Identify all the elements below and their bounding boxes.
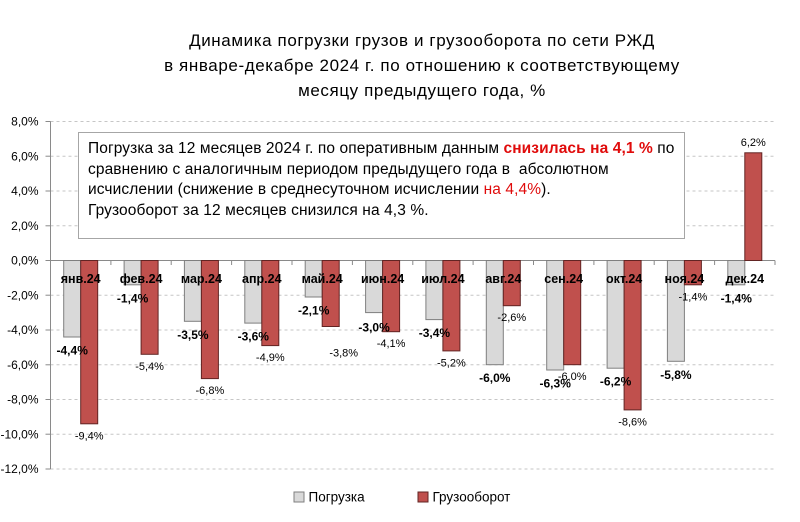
- svg-text:-6,0%: -6,0%: [479, 371, 511, 385]
- svg-text:-10,0%: -10,0%: [0, 427, 38, 441]
- svg-text:май.24: май.24: [302, 272, 343, 286]
- svg-text:ноя.24: ноя.24: [665, 272, 705, 286]
- svg-text:-1,4%: -1,4%: [117, 291, 149, 305]
- svg-text:-3,4%: -3,4%: [419, 326, 451, 340]
- svg-text:-4,1%: -4,1%: [377, 338, 406, 350]
- svg-text:фев.24: фев.24: [120, 272, 163, 286]
- svg-text:июл.24: июл.24: [421, 272, 464, 286]
- svg-text:-6,0%: -6,0%: [558, 371, 587, 383]
- svg-text:8,0%: 8,0%: [11, 115, 39, 129]
- svg-text:авг.24: авг.24: [485, 272, 521, 286]
- svg-text:-4,4%: -4,4%: [57, 343, 89, 357]
- svg-text:-6,3%: -6,3%: [540, 377, 572, 391]
- svg-text:-3,6%: -3,6%: [238, 330, 270, 344]
- svg-text:-2,1%: -2,1%: [298, 304, 330, 318]
- svg-text:апр.24: апр.24: [242, 272, 282, 286]
- svg-text:-5,4%: -5,4%: [135, 361, 164, 373]
- svg-text:-5,8%: -5,8%: [660, 368, 692, 382]
- svg-text:-6,8%: -6,8%: [196, 385, 225, 397]
- svg-text:-3,5%: -3,5%: [177, 328, 209, 342]
- svg-text:-1,4%: -1,4%: [679, 291, 708, 303]
- svg-text:-4,0%: -4,0%: [7, 323, 39, 337]
- svg-text:-2,6%: -2,6%: [497, 312, 526, 324]
- svg-text:0,0%: 0,0%: [11, 254, 39, 268]
- svg-text:-3,0%: -3,0%: [358, 321, 390, 335]
- svg-text:-1,4%: -1,4%: [721, 291, 753, 305]
- svg-text:янв.24: янв.24: [61, 272, 101, 286]
- svg-text:2,0%: 2,0%: [11, 219, 39, 233]
- svg-text:-9,4%: -9,4%: [75, 430, 104, 442]
- svg-text:дек.24: дек.24: [726, 272, 765, 286]
- svg-text:6,2%: 6,2%: [741, 137, 766, 149]
- svg-text:мар.24: мар.24: [181, 272, 222, 286]
- svg-text:-5,2%: -5,2%: [437, 357, 466, 369]
- svg-text:-4,9%: -4,9%: [256, 352, 285, 364]
- svg-text:сен.24: сен.24: [544, 272, 583, 286]
- svg-text:-2,0%: -2,0%: [7, 288, 39, 302]
- svg-text:июн.24: июн.24: [361, 272, 404, 286]
- svg-text:-12,0%: -12,0%: [0, 462, 38, 476]
- svg-text:Грузооборот: Грузооборот: [433, 490, 511, 505]
- svg-text:-6,0%: -6,0%: [7, 358, 39, 372]
- svg-text:-6,2%: -6,2%: [600, 375, 632, 389]
- svg-text:окт.24: окт.24: [606, 272, 642, 286]
- svg-text:-3,8%: -3,8%: [329, 348, 358, 360]
- svg-text:6,0%: 6,0%: [11, 149, 39, 163]
- svg-text:4,0%: 4,0%: [11, 184, 39, 198]
- svg-text:-8,0%: -8,0%: [7, 393, 39, 407]
- svg-text:Погрузка: Погрузка: [309, 490, 366, 505]
- svg-text:-8,6%: -8,6%: [618, 416, 647, 428]
